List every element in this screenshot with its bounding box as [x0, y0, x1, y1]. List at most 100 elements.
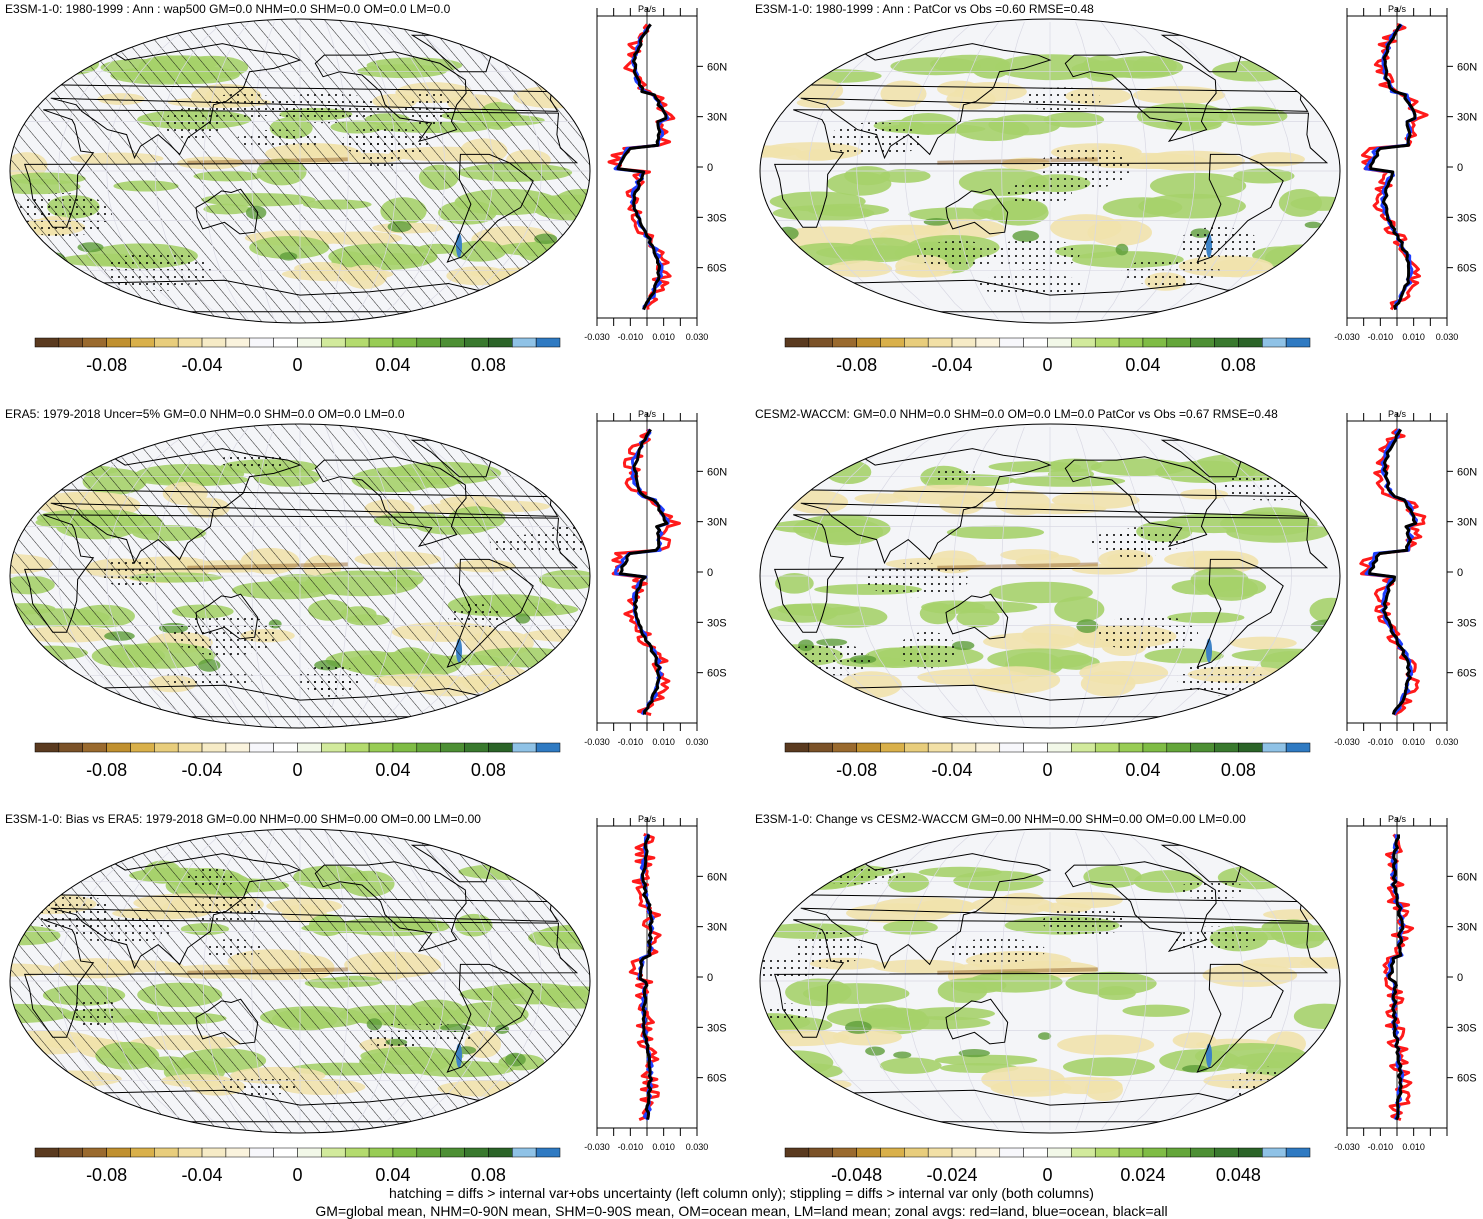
field-anomaly [1122, 1004, 1190, 1017]
colorbar-swatch [1118, 337, 1144, 348]
colorbar-swatch [1094, 742, 1120, 753]
colorbar-label: 0 [1042, 760, 1052, 779]
lat-label: 30S [1457, 617, 1477, 629]
coastline [945, 593, 1009, 640]
graticule-line [154, 831, 224, 1131]
colorbar-swatch [106, 1147, 131, 1158]
x-tick-label: -0.030 [1334, 737, 1360, 747]
stippling [1098, 615, 1199, 653]
all-zonal-line [1387, 834, 1405, 1121]
field-anomaly-strong [844, 1020, 872, 1034]
colorbar-swatch [1071, 1147, 1096, 1158]
field-anomaly [1229, 636, 1297, 650]
panel-model-patcor: E3SM-1-0: 1980-1999 : Ann : PatCor vs Ob… [755, 2, 1483, 397]
graticule-line [952, 21, 1000, 321]
field-anomaly-strong [1304, 221, 1322, 229]
colorbar-swatch [488, 337, 513, 348]
x-tick-label: -0.030 [1334, 1142, 1360, 1152]
coastline [446, 963, 534, 1073]
colorbar-swatch [904, 1147, 929, 1158]
field-anomaly [1051, 491, 1140, 510]
panel-title: E3SM-1-0: Bias vs ERA5: 1979-2018 GM=0.0… [5, 812, 481, 826]
world-map [9, 828, 591, 1134]
field-anomaly [872, 959, 966, 974]
graticule-line [1126, 426, 1196, 726]
colorbar-label: 0.04 [375, 355, 410, 374]
graticule-line [427, 831, 543, 1131]
lat-label: 30S [707, 617, 727, 629]
colorbar-swatch [1047, 337, 1072, 348]
lat-label: 30N [1457, 112, 1477, 124]
coastline [75, 279, 517, 313]
colorbar-swatch [999, 337, 1024, 348]
coastline [195, 188, 259, 235]
colorbar-swatch [832, 742, 857, 753]
graticule-line [1100, 426, 1148, 726]
colorbar-label: -0.04 [182, 1165, 223, 1184]
graticule-line [856, 831, 948, 1131]
coastline [50, 853, 559, 970]
map-field [760, 424, 1340, 728]
andes-anomaly [1206, 1043, 1213, 1068]
field-anomaly-strong [1076, 619, 1099, 634]
colorbar-swatch [416, 1147, 441, 1158]
field-anomaly [1309, 597, 1340, 624]
field-anomaly [946, 88, 996, 110]
colorbar-swatch [880, 742, 905, 753]
graticule-line [952, 426, 1000, 726]
colorbar-swatch [927, 337, 953, 348]
field-anomaly [1079, 660, 1169, 685]
graticule-line [376, 426, 446, 726]
field-anomaly [934, 1054, 1038, 1066]
colorbar-label: 0.04 [1125, 355, 1160, 374]
panel-bias-vs-era5: E3SM-1-0: Bias vs ERA5: 1979-2018 GM=0.0… [5, 812, 745, 1207]
colorbar-swatch [784, 1147, 810, 1158]
colorbar-label: -0.08 [86, 355, 127, 374]
field-anomaly [946, 525, 1045, 540]
colorbar-swatch [82, 1147, 107, 1158]
colorbar-swatch [951, 1147, 977, 1158]
field-anomaly [886, 1008, 927, 1025]
colorbar-swatch [535, 337, 561, 348]
field-anomaly [1149, 172, 1247, 199]
colorbar-swatch [297, 1147, 322, 1158]
lat-label: 30N [707, 517, 727, 529]
colorbar-swatch [440, 337, 465, 348]
colorbar-swatch [249, 742, 274, 753]
map-frame [9, 828, 591, 1134]
field-anomaly [990, 199, 1049, 226]
graticule-line [427, 21, 543, 321]
field-anomaly [1165, 117, 1222, 132]
field-anomaly [1062, 1057, 1155, 1077]
colorbar-label: -0.048 [831, 1165, 882, 1184]
colorbar-swatch [201, 337, 227, 348]
coastline [195, 998, 259, 1045]
field-anomaly [1159, 1049, 1241, 1073]
colorbar-swatch [249, 337, 274, 348]
field-anomaly [1190, 567, 1249, 592]
colorbar-swatch [82, 742, 107, 753]
colorbar-swatch [512, 337, 537, 348]
andes-anomaly [1206, 638, 1213, 663]
lat-label: 60S [1457, 668, 1477, 680]
colorbar-swatch [1214, 742, 1239, 753]
stippling [1177, 662, 1263, 696]
graticule-line [807, 831, 923, 1131]
coastline [446, 153, 534, 263]
colorbar-label: -0.08 [836, 355, 877, 374]
x-tick-label: -0.010 [618, 1142, 644, 1152]
graticule-line [154, 21, 224, 321]
colorbar-swatch [1238, 1147, 1263, 1158]
x-tick-label: 0.010 [652, 1142, 675, 1152]
field-anomaly [989, 581, 1093, 604]
graticule-line [106, 21, 198, 321]
graticule-line [202, 426, 250, 726]
field-anomaly [1172, 1032, 1217, 1049]
stippling [1114, 527, 1161, 562]
colorbar-label: 0.08 [471, 760, 506, 779]
stippling [1022, 87, 1102, 111]
x-tick-label: 0.030 [686, 737, 709, 747]
colorbar-swatch [1023, 742, 1048, 753]
colorbar-swatch [784, 337, 810, 348]
